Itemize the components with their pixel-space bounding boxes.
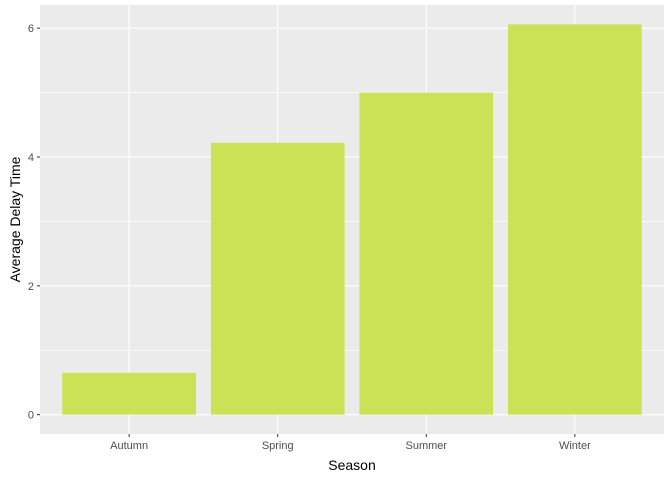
bar-spring (210, 142, 345, 415)
x-axis-title: Season (328, 457, 375, 473)
y-tick-label: 4 (28, 152, 34, 164)
x-tick-label: Winter (559, 440, 591, 452)
x-tick-label: Autumn (110, 440, 148, 452)
x-tick-label: Spring (262, 440, 294, 452)
bars (62, 24, 642, 415)
y-tick-label: 6 (28, 23, 34, 35)
y-tick-label: 0 (28, 410, 34, 422)
x-tick-label: Summer (406, 440, 448, 452)
bar-summer (359, 92, 494, 415)
y-tick-label: 2 (28, 281, 34, 293)
bar-autumn (62, 372, 197, 415)
y-axis-title: Average Delay Time (7, 156, 23, 282)
x-axis-ticks: Autumn Spring Summer Winter (110, 434, 591, 452)
y-axis-ticks: 0 2 4 6 (28, 23, 40, 422)
bar-winter (508, 24, 642, 415)
